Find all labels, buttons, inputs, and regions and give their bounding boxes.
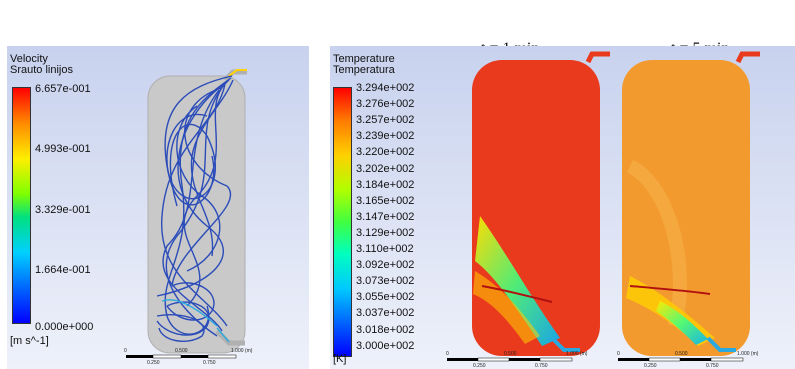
temperature-tick: 3.184e+002 [356,178,415,191]
temperature-subtitle: Temperatura [333,64,395,76]
temperature-panel: Temperature Temperatura 3.294e+002 3.276e… [330,46,795,369]
velocity-tick: 0.000e+000 [35,321,94,333]
temperature-tick: 3.037e+002 [356,307,415,320]
temp1-scale-label: 0 [446,351,449,357]
temperature-tick: 3.000e+002 [356,339,415,352]
velocity-scale-label: 1.000 (m) [231,348,253,354]
velocity-tick: 3.329e-001 [35,204,91,216]
temperature-tick: 3.055e+002 [356,291,415,304]
temperature-tick: 3.202e+002 [356,162,415,175]
temperature-unit: [K] [333,353,347,365]
velocity-unit: [m s^-1] [10,335,49,347]
temperature-tick: 3.220e+002 [356,146,415,159]
velocity-color-legend [12,87,31,324]
temp5-scale-label: 0 [617,351,620,357]
temperature-tick: 3.110e+002 [356,243,414,255]
temperature-tick: 3.276e+002 [356,98,415,111]
temperature-scale-bar-1min [447,357,573,362]
outlet-pipe [215,329,245,346]
temperature-tick: 3.129e+002 [356,226,415,239]
temp5-scale-label: 0.250 [644,363,657,369]
temp5-scale-label: 0.750 [706,363,719,369]
temperature-title: Temperature [333,53,395,65]
streamlines-fast [161,299,230,343]
velocity-subtitle: Srauto linijos [10,64,73,76]
temperature-tick: 3.257e+002 [356,114,415,127]
velocity-scale-label: 0 [124,348,127,354]
temp1-scale-label: 1.000 (m) [566,351,588,357]
velocity-scale-label: 0.500 [175,348,188,354]
temperature-tick: 3.092e+002 [356,259,415,272]
velocity-tick: 1.664e-001 [35,264,91,276]
velocity-scale-bar [126,354,237,359]
temp1-scale-label: 0.750 [535,363,548,369]
velocity-tick: 4.993e-001 [35,143,91,155]
tank-5min [622,51,760,356]
temperature-tick: 3.294e+002 [356,82,415,94]
temp5-scale-label: 1.000 (m) [737,351,759,357]
temperature-tick: 3.165e+002 [356,194,415,207]
velocity-scale-label: 0.250 [147,360,160,366]
temperature-scale-bar-5min [618,357,744,362]
temp5-scale-label: 0.500 [675,351,688,357]
streamlines [156,75,234,342]
temperature-tick: 3.239e+002 [356,130,415,143]
tank-1min [472,51,610,356]
inlet-pipe [223,69,247,82]
temperature-tick: 3.147e+002 [356,210,415,223]
temp1-scale-label: 0.500 [504,351,517,357]
temperature-color-legend [333,87,352,357]
velocity-title: Velocity [10,53,48,65]
velocity-tick: 6.657e-001 [35,83,91,95]
velocity-panel: Velocity Srauto linijos 6.657e-001 4.993… [7,46,309,369]
temperature-contour-views [447,51,760,362]
temperature-tick: 3.018e+002 [356,323,415,336]
temperature-tick: 3.073e+002 [356,275,415,288]
velocity-streamline-view [126,69,247,359]
velocity-scale-label: 0.750 [203,360,216,366]
temp1-scale-label: 0.250 [473,363,486,369]
